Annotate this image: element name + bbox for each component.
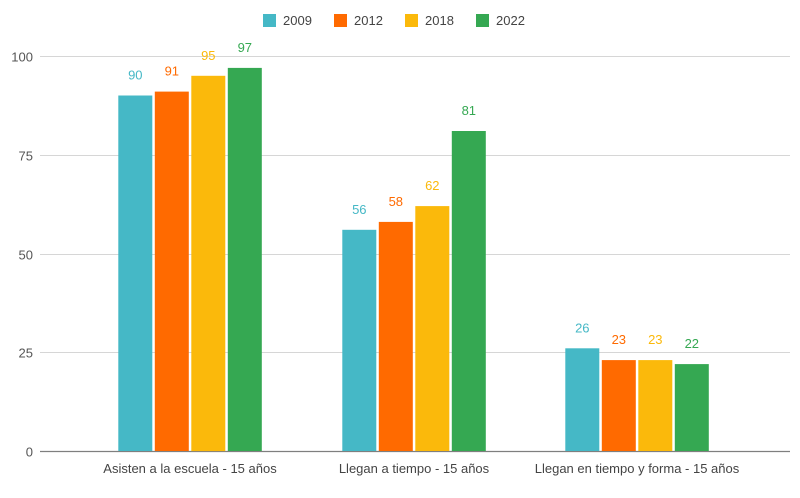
data-label: 95 [201,48,215,63]
bar-2012-1[interactable] [154,91,189,451]
y-tick-label: 50 [19,248,33,263]
bar-2022-2[interactable] [451,131,486,451]
data-label: 58 [389,194,403,209]
bar-2018-1[interactable] [191,75,226,452]
data-label: 81 [462,103,476,118]
data-label: 97 [238,40,252,55]
x-tick-label: Asisten a la escuela - 15 años [103,461,277,476]
legend-label-2018[interactable]: 2018 [425,13,454,28]
data-label: 23 [612,332,626,347]
data-label: 91 [165,64,179,79]
legend-label-2012[interactable]: 2012 [354,13,383,28]
legend-swatch-2012[interactable] [334,14,347,27]
y-tick-label: 100 [11,50,33,65]
x-tick-label: Llegan a tiempo - 15 años [339,461,490,476]
legend-swatch-2018[interactable] [405,14,418,27]
bar-2022-3[interactable] [674,364,709,451]
bar-2012-2[interactable] [378,221,413,451]
y-tick-label: 25 [19,346,33,361]
legend-swatch-2022[interactable] [476,14,489,27]
data-label: 90 [128,68,142,83]
bar-2009-3[interactable] [565,348,600,451]
bar-2009-2[interactable] [342,229,377,451]
y-tick-label: 75 [19,149,33,164]
data-label: 62 [425,178,439,193]
bar-2018-3[interactable] [638,360,673,451]
legend-label-2009[interactable]: 2009 [283,13,312,28]
data-label: 23 [648,332,662,347]
y-tick-label: 0 [26,445,33,460]
data-label: 22 [685,336,699,351]
bar-2012-3[interactable] [601,360,636,451]
bar-2009-1[interactable] [118,95,153,452]
data-label: 56 [352,202,366,217]
legend-label-2022[interactable]: 2022 [496,13,525,28]
x-tick-label: Llegan en tiempo y forma - 15 años [535,461,740,476]
legend-swatch-2009[interactable] [263,14,276,27]
bar-2022-1[interactable] [227,67,262,452]
bar-2018-2[interactable] [415,206,450,451]
data-label: 26 [575,320,589,335]
